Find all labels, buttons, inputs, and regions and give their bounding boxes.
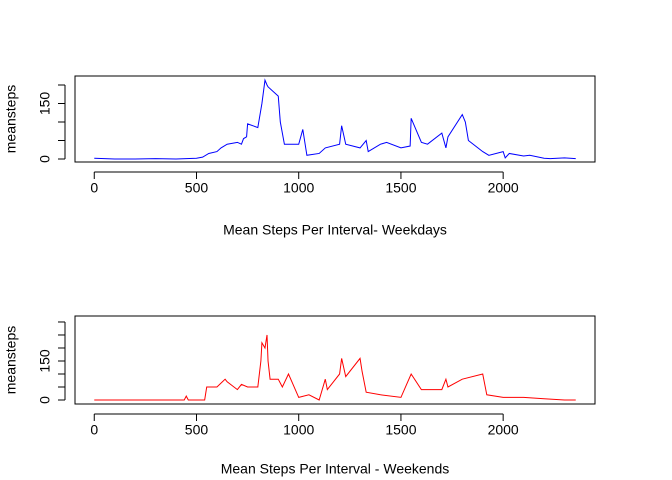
y-tick-label: 0 bbox=[37, 396, 53, 404]
data-line bbox=[94, 78, 576, 160]
data-line bbox=[94, 334, 576, 401]
y-axis-label: meansteps bbox=[3, 85, 19, 153]
x-tick-label: 0 bbox=[90, 180, 98, 196]
y-tick-label: 150 bbox=[37, 349, 53, 373]
x-tick-label: 1000 bbox=[283, 180, 314, 196]
y-axis-label: meansteps bbox=[3, 326, 19, 394]
x-tick-label: 500 bbox=[185, 180, 209, 196]
y-tick-label: 150 bbox=[37, 92, 53, 116]
x-tick-label: 500 bbox=[185, 422, 209, 438]
x-tick-label: 1500 bbox=[385, 180, 416, 196]
panel-title: Mean Steps Per Interval - Weekends bbox=[221, 461, 450, 477]
plot-frame bbox=[74, 315, 596, 405]
x-tick-label: 1000 bbox=[283, 422, 314, 438]
x-tick-label: 1500 bbox=[385, 422, 416, 438]
x-tick-label: 2000 bbox=[488, 180, 519, 196]
y-tick-label: 0 bbox=[37, 155, 53, 163]
x-tick-label: 0 bbox=[90, 422, 98, 438]
x-tick-label: 2000 bbox=[488, 422, 519, 438]
plot-frame bbox=[74, 75, 596, 163]
panel-title: Mean Steps Per Interval- Weekdays bbox=[223, 222, 447, 238]
